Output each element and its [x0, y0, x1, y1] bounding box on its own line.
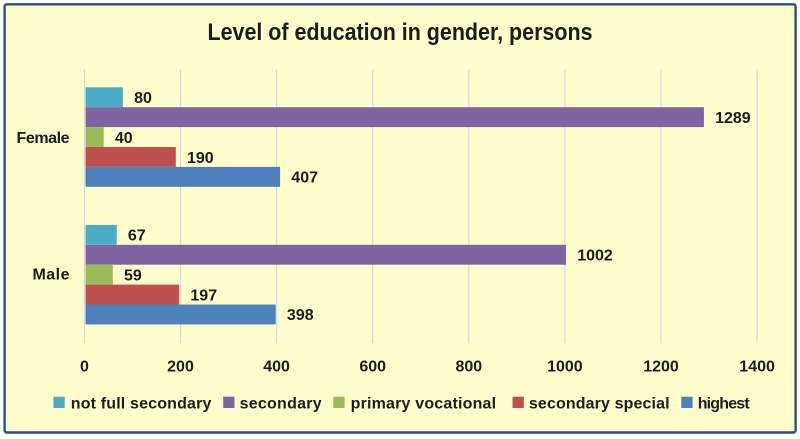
svg-text:1000: 1000: [547, 359, 583, 376]
svg-text:59: 59: [124, 267, 142, 284]
svg-text:1200: 1200: [643, 359, 679, 376]
svg-text:1002: 1002: [577, 248, 613, 265]
svg-text:1400: 1400: [739, 359, 775, 376]
svg-text:398: 398: [287, 307, 314, 324]
svg-text:Female: Female: [17, 130, 70, 147]
svg-text:400: 400: [263, 359, 290, 376]
svg-text:0: 0: [80, 359, 89, 376]
svg-text:67: 67: [128, 228, 146, 245]
svg-text:600: 600: [359, 359, 386, 376]
svg-text:80: 80: [134, 90, 152, 107]
svg-text:highest: highest: [698, 395, 751, 412]
svg-text:secondary special: secondary special: [529, 395, 670, 412]
svg-text:197: 197: [190, 287, 217, 304]
svg-text:40: 40: [115, 130, 133, 147]
svg-text:800: 800: [455, 359, 482, 376]
svg-text:200: 200: [167, 359, 194, 376]
svg-text:primary vocational: primary vocational: [351, 395, 497, 412]
svg-text:1289: 1289: [715, 110, 751, 127]
svg-text:Level of education in gender,: Level of education in gender, persons: [208, 19, 593, 46]
svg-text:Male: Male: [33, 266, 70, 283]
svg-text:not full secondary: not full secondary: [71, 395, 212, 412]
svg-text:190: 190: [187, 150, 214, 167]
svg-text:secondary: secondary: [240, 395, 322, 412]
svg-text:407: 407: [291, 170, 318, 187]
